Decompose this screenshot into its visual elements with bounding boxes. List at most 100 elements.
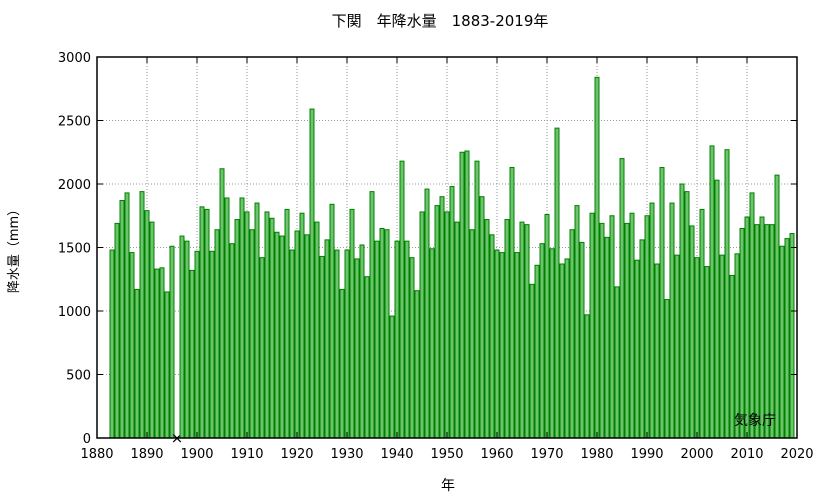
bar-1907: [229, 243, 235, 439]
bar-1985: [619, 158, 625, 439]
bar-1885: [119, 200, 125, 439]
bar-1963: [509, 166, 515, 439]
bar-1923: [309, 108, 315, 439]
bar-1998: [684, 191, 690, 439]
bar-1945: [419, 211, 425, 439]
bar-1978: [584, 314, 590, 439]
y-tick-label: 3000: [58, 51, 91, 66]
chart-title: 下関 年降水量 1883-2019年: [332, 12, 549, 30]
bar-1979: [589, 212, 595, 439]
bar-2008: [734, 253, 740, 439]
bar-1959: [489, 234, 495, 439]
bar-1918: [284, 208, 290, 439]
bar-1936: [374, 240, 380, 439]
bar-2018: [784, 238, 790, 439]
bar-1997: [679, 183, 685, 439]
bar-1980: [594, 76, 600, 439]
bar-1937: [379, 227, 385, 439]
x-tick-label: 2010: [730, 447, 763, 462]
bar-1944: [414, 290, 420, 439]
bar-2014: [764, 224, 770, 439]
y-tick-label: 500: [66, 369, 91, 384]
bar-1917: [279, 235, 285, 439]
bar-1977: [579, 241, 585, 439]
bar-1993: [659, 166, 665, 439]
x-tick-label: 1910: [230, 447, 263, 462]
bar-1976: [574, 205, 580, 439]
bar-1950: [444, 211, 450, 439]
bar-1957: [479, 196, 485, 439]
bar-1999: [689, 225, 695, 439]
bar-1904: [214, 229, 220, 439]
y-axis-label: 降水量（mm）: [7, 203, 22, 293]
bar-2006: [724, 149, 730, 439]
x-tick-label: 1950: [430, 447, 463, 462]
bar-1890: [144, 210, 150, 439]
bar-1894: [164, 291, 170, 439]
bar-1965: [519, 221, 525, 439]
bar-1949: [439, 196, 445, 439]
bar-1883: [109, 249, 115, 439]
bar-1920: [294, 230, 300, 439]
bar-2015: [769, 224, 775, 439]
bar-1964: [514, 252, 520, 439]
bar-1931: [349, 208, 355, 439]
bar-1927: [329, 203, 335, 439]
bar-1954: [464, 150, 470, 439]
bar-1906: [224, 197, 230, 439]
bar-2005: [719, 254, 725, 439]
bar-1924: [314, 221, 320, 439]
bar-2009: [739, 227, 745, 439]
bar-2002: [704, 266, 710, 439]
bar-1889: [139, 191, 145, 439]
bar-1995: [669, 202, 675, 439]
x-tick-label: 1960: [480, 447, 513, 462]
bar-1939: [389, 315, 395, 439]
bar-1981: [599, 222, 605, 439]
bar-1928: [334, 249, 340, 439]
bar-1925: [319, 255, 325, 439]
bar-1961: [499, 252, 505, 439]
bar-1991: [649, 202, 655, 439]
bar-1974: [564, 258, 570, 439]
bar-1884: [114, 222, 120, 439]
x-tick-label: 1930: [330, 447, 363, 462]
bar-2017: [779, 245, 785, 439]
bar-1905: [219, 168, 225, 439]
bar-2010: [744, 216, 750, 439]
bar-1989: [639, 239, 645, 439]
bar-1962: [504, 219, 510, 439]
bar-1898: [184, 240, 190, 439]
bar-2019: [789, 233, 795, 439]
bar-2016: [774, 174, 780, 439]
bar-1953: [459, 151, 465, 439]
bar-1902: [204, 208, 210, 439]
bar-1913: [259, 257, 265, 439]
bar-2000: [694, 257, 700, 439]
bar-2011: [749, 192, 755, 439]
bar-1932: [354, 258, 360, 439]
bar-1947: [429, 248, 435, 439]
bar-1897: [179, 235, 185, 439]
bar-1970: [544, 213, 550, 439]
bar-1960: [494, 249, 500, 439]
bar-1930: [344, 249, 350, 439]
bar-1958: [484, 219, 490, 439]
x-tick-label: 2020: [780, 447, 813, 462]
bar-1986: [624, 222, 630, 439]
bar-1941: [399, 160, 405, 439]
bar-1921: [299, 212, 305, 439]
bar-1886: [124, 192, 130, 439]
bar-1938: [384, 229, 390, 439]
y-tick-label: 1500: [58, 242, 91, 257]
ticks: 1880 1890 1900 1910 1920 1930 1940 1950 1960 1970…: [58, 51, 814, 462]
bar-1910: [244, 211, 250, 439]
bar-1992: [654, 263, 660, 439]
x-tick-label: 1880: [80, 447, 113, 462]
bar-1940: [394, 240, 400, 439]
bar-1919: [289, 249, 295, 439]
bar-1901: [199, 206, 205, 439]
bar-1900: [194, 250, 200, 439]
bar-1914: [264, 211, 270, 439]
bar-1948: [434, 205, 440, 439]
